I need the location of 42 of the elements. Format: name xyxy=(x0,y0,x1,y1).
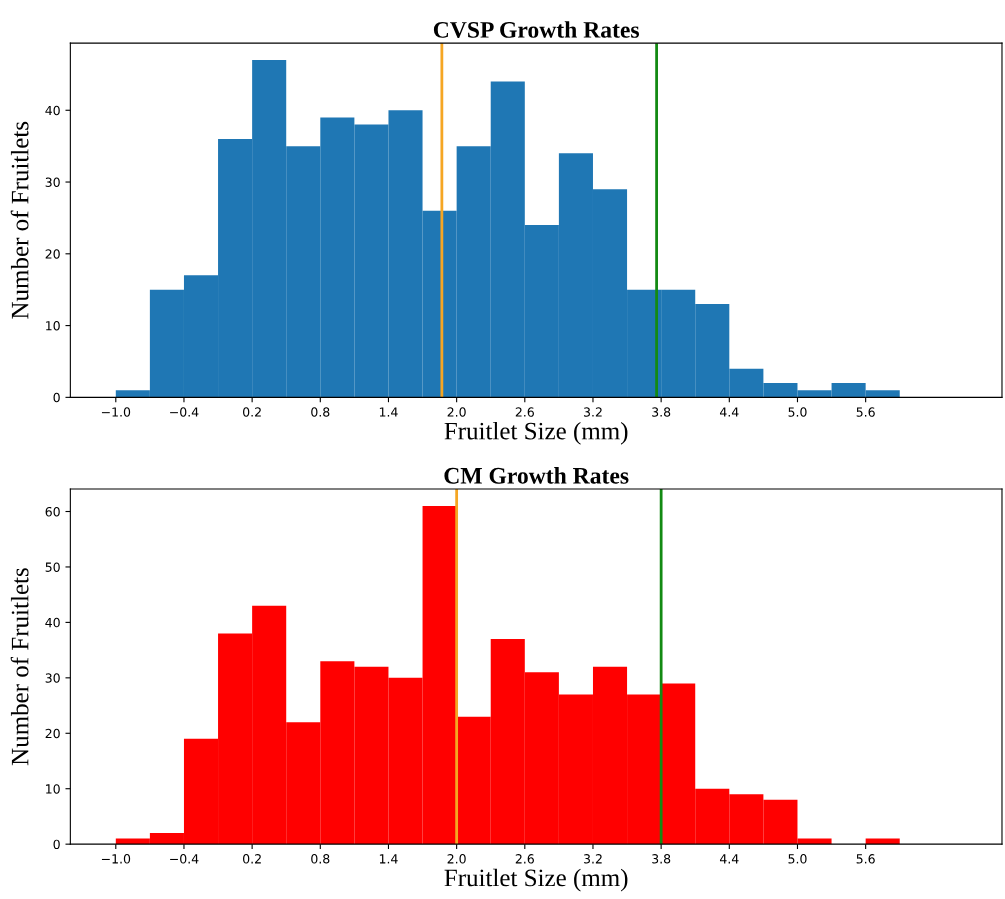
x-axis-title: Fruitlet Size (mm) xyxy=(444,421,628,445)
x-tick-label: 2.0 xyxy=(447,854,466,864)
y-tick-label: 40 xyxy=(45,617,60,628)
x-tick-label: 0.8 xyxy=(311,407,330,417)
x-tick-label: −1.0 xyxy=(101,407,131,417)
y-tick-label: 20 xyxy=(45,728,60,739)
y-tick-label: 50 xyxy=(45,562,60,572)
y-tick-label: 30 xyxy=(45,177,60,187)
x-tick-label: 0.8 xyxy=(311,854,330,864)
x-tick-label: −0.4 xyxy=(170,854,199,864)
x-tick-label: −0.4 xyxy=(170,407,199,417)
y-tick-label: 10 xyxy=(46,784,60,794)
y-tick-label: 0 xyxy=(53,839,60,850)
x-tick-label: 5.0 xyxy=(788,854,807,864)
x-tick-label: 1.4 xyxy=(379,854,398,864)
chart-title: CM Growth Rates xyxy=(444,467,629,484)
y-tick-label: 30 xyxy=(45,673,60,683)
x-tick-label: 0.2 xyxy=(243,407,261,417)
y-tick-label: 10 xyxy=(46,321,60,331)
x-tick-label: 2.0 xyxy=(447,407,466,417)
x-tick-label: 4.4 xyxy=(719,854,739,864)
y-tick-label: 40 xyxy=(45,105,60,116)
y-tick-label: 0 xyxy=(53,392,60,403)
y-axis-title: Number of Fruitlets xyxy=(10,121,29,319)
x-tick-label: 2.6 xyxy=(515,407,534,417)
x-tick-label: 0.2 xyxy=(243,854,261,864)
x-tick-label: 5.6 xyxy=(856,407,875,417)
x-tick-label: −1.0 xyxy=(101,854,131,864)
x-tick-label: 3.8 xyxy=(652,407,671,417)
x-tick-label: 3.8 xyxy=(652,854,671,864)
x-tick-label: 3.2 xyxy=(583,407,602,417)
x-tick-label: 3.2 xyxy=(583,854,602,864)
y-tick-label: 60 xyxy=(45,506,60,517)
x-tick-label: 5.0 xyxy=(788,407,807,417)
x-tick-label: 4.4 xyxy=(719,407,739,417)
chart-title: CVSP Growth Rates xyxy=(433,21,640,38)
x-axis-title: Fruitlet Size (mm) xyxy=(444,868,628,892)
x-tick-label: 1.4 xyxy=(379,407,398,417)
y-axis-title: Number of Fruitlets xyxy=(10,568,29,766)
x-tick-label: 5.6 xyxy=(856,854,875,864)
y-tick-label: 20 xyxy=(45,249,60,259)
x-tick-label: 2.6 xyxy=(515,854,534,864)
